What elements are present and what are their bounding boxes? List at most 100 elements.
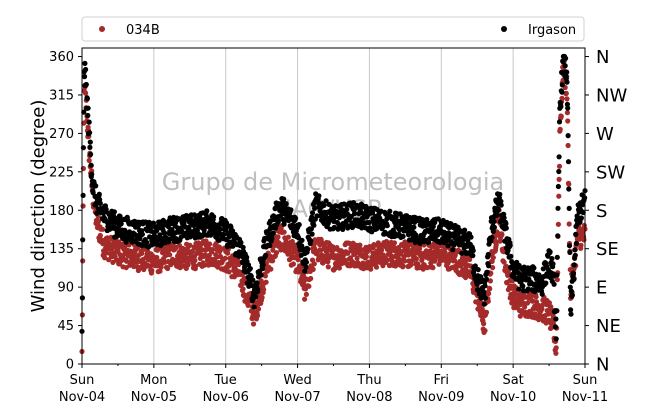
point: [94, 210, 100, 216]
point: [539, 291, 545, 297]
point: [251, 304, 257, 310]
point: [189, 248, 195, 254]
legend: 034B Irgason: [81, 16, 585, 42]
point: [566, 243, 573, 249]
point: [270, 230, 276, 236]
point: [207, 241, 213, 247]
point: [254, 313, 261, 319]
point: [124, 258, 130, 264]
point: [470, 248, 476, 254]
point: [533, 294, 539, 300]
point: [387, 208, 393, 214]
point: [187, 242, 193, 248]
watermark-line-1: Grupo de Micrometeorologia: [162, 168, 504, 196]
point: [368, 266, 374, 272]
point: [245, 302, 251, 308]
point: [144, 239, 150, 246]
direction-axis: N NE E SE S SW W NW N: [585, 47, 627, 376]
point: [507, 242, 513, 248]
point: [97, 200, 103, 206]
point: [194, 227, 200, 234]
point: [475, 267, 481, 273]
point: [152, 233, 158, 239]
point: [350, 200, 357, 206]
point: [157, 268, 163, 274]
point: [288, 207, 294, 213]
point: [482, 295, 488, 301]
point: [578, 242, 584, 248]
dir-label-3: SE: [596, 239, 619, 260]
point: [567, 249, 573, 255]
point: [263, 279, 269, 285]
point: [570, 270, 577, 276]
point: [400, 233, 406, 239]
point: [384, 223, 390, 229]
y-axis-label: Wind direction (degree): [28, 100, 49, 313]
point: [557, 126, 563, 132]
point: [468, 234, 474, 240]
point: [244, 254, 250, 260]
point: [554, 272, 560, 278]
point: [311, 222, 317, 228]
watermark: Grupo de Micrometeorologia IAG/USP: [162, 168, 504, 223]
point: [445, 243, 451, 249]
x-tick-date-7: Nov-11: [562, 390, 608, 405]
point: [563, 55, 569, 61]
point: [111, 209, 117, 215]
dir-label-2: E: [596, 278, 607, 299]
point: [268, 266, 274, 272]
point: [357, 242, 363, 248]
point: [172, 245, 179, 251]
point: [481, 301, 487, 307]
point: [555, 233, 561, 239]
point: [408, 262, 414, 268]
x-tick-day-3: Wed: [283, 373, 311, 388]
point: [555, 205, 561, 211]
point: [554, 254, 560, 260]
point: [555, 221, 562, 227]
point: [487, 286, 493, 292]
point: [97, 232, 103, 239]
y-tick-label-4: 180: [49, 204, 74, 219]
point: [552, 324, 559, 330]
point: [270, 258, 276, 264]
point: [247, 266, 253, 272]
point: [351, 211, 358, 217]
point: [154, 254, 160, 261]
point: [192, 257, 198, 264]
point: [309, 210, 316, 216]
point: [426, 239, 432, 245]
point: [555, 183, 562, 190]
point: [226, 269, 232, 275]
x-tick-day-7: Sun: [573, 373, 598, 388]
point: [258, 272, 264, 278]
point: [203, 238, 209, 244]
point: [150, 220, 157, 226]
point: [88, 151, 94, 157]
point: [565, 118, 571, 124]
point: [363, 254, 369, 260]
point: [556, 193, 562, 199]
point: [290, 261, 296, 267]
point: [556, 163, 563, 169]
point: [204, 208, 210, 214]
point: [503, 221, 509, 227]
point: [553, 316, 559, 322]
point: [581, 237, 587, 243]
point: [85, 112, 91, 119]
point: [556, 119, 563, 125]
point: [179, 228, 185, 234]
point: [254, 280, 260, 286]
point: [83, 66, 89, 73]
point: [93, 183, 99, 189]
point: [565, 105, 571, 111]
point: [217, 226, 223, 232]
point: [564, 101, 571, 107]
point: [516, 286, 522, 292]
point: [302, 296, 308, 302]
point: [80, 258, 86, 264]
legend-label-irgason: Irgason: [528, 23, 576, 38]
legend-marker-034b: [99, 26, 105, 32]
point: [401, 254, 407, 260]
